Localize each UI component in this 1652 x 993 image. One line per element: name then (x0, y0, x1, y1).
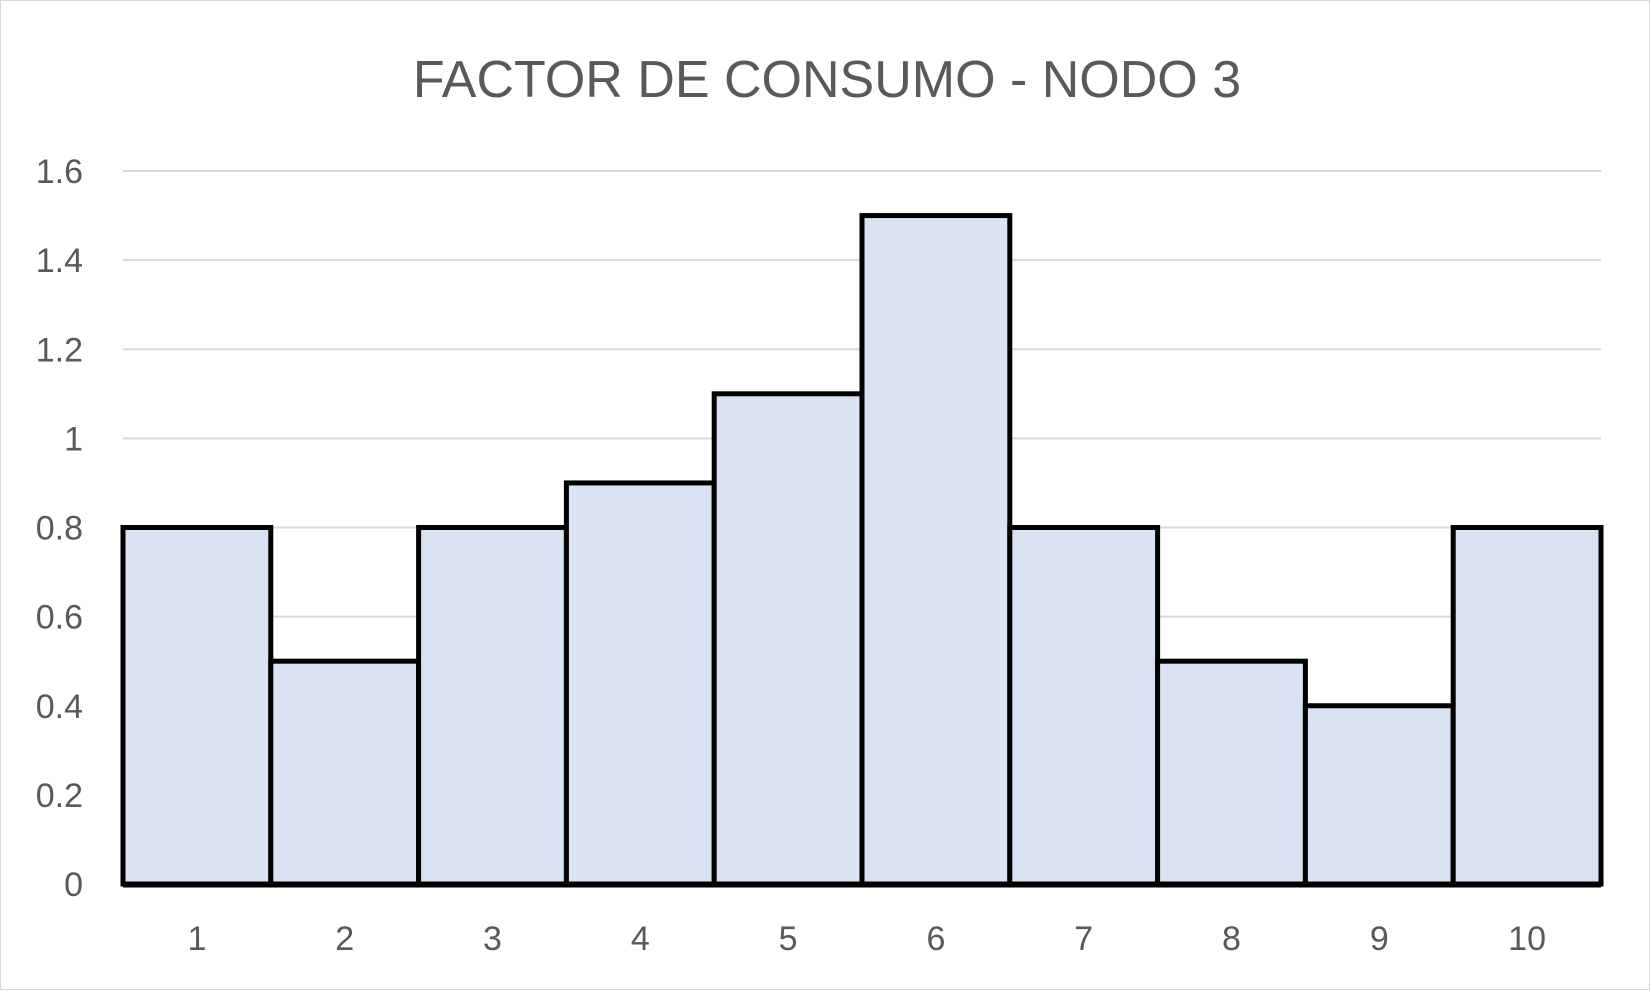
x-tick-label: 3 (483, 920, 502, 958)
bar (563, 480, 717, 887)
bar (1302, 703, 1456, 887)
x-tick-label: 10 (1508, 920, 1546, 958)
y-tick-label: 1.6 (36, 153, 83, 191)
x-tick-label: 4 (631, 920, 650, 958)
x-tick-label: 9 (1370, 920, 1389, 958)
bar (1007, 525, 1161, 887)
y-tick-label: 0.2 (36, 777, 83, 815)
bar (1450, 525, 1604, 887)
chart-title: FACTOR DE CONSUMO - NODO 3 (413, 51, 1241, 109)
bar (268, 658, 422, 887)
x-tick-label: 1 (187, 920, 206, 958)
y-tick-label: 0.8 (36, 510, 83, 548)
bars (120, 213, 1604, 887)
x-tick-label: 2 (335, 920, 354, 958)
bar (120, 525, 274, 887)
bar (711, 391, 865, 887)
y-tick-label: 1.4 (36, 242, 83, 280)
bar (1155, 658, 1308, 887)
y-tick-label: 0.4 (36, 688, 83, 726)
bar (416, 525, 569, 887)
x-tick-label: 7 (1074, 920, 1093, 958)
y-tick-label: 1 (64, 420, 83, 458)
y-tick-label: 1.2 (36, 331, 83, 369)
y-axis-tick-labels: 0 0.2 0.4 0.6 0.8 1 1.2 1.4 1.6 (36, 153, 83, 904)
y-tick-label: 0 (64, 866, 83, 904)
bar (859, 213, 1013, 887)
x-tick-label: 6 (926, 920, 945, 958)
x-tick-label: 5 (779, 920, 798, 958)
x-tick-label: 8 (1222, 920, 1241, 958)
y-tick-label: 0.6 (36, 599, 83, 637)
x-axis-tick-labels: 1 2 3 4 5 6 7 8 9 10 (187, 920, 1546, 958)
